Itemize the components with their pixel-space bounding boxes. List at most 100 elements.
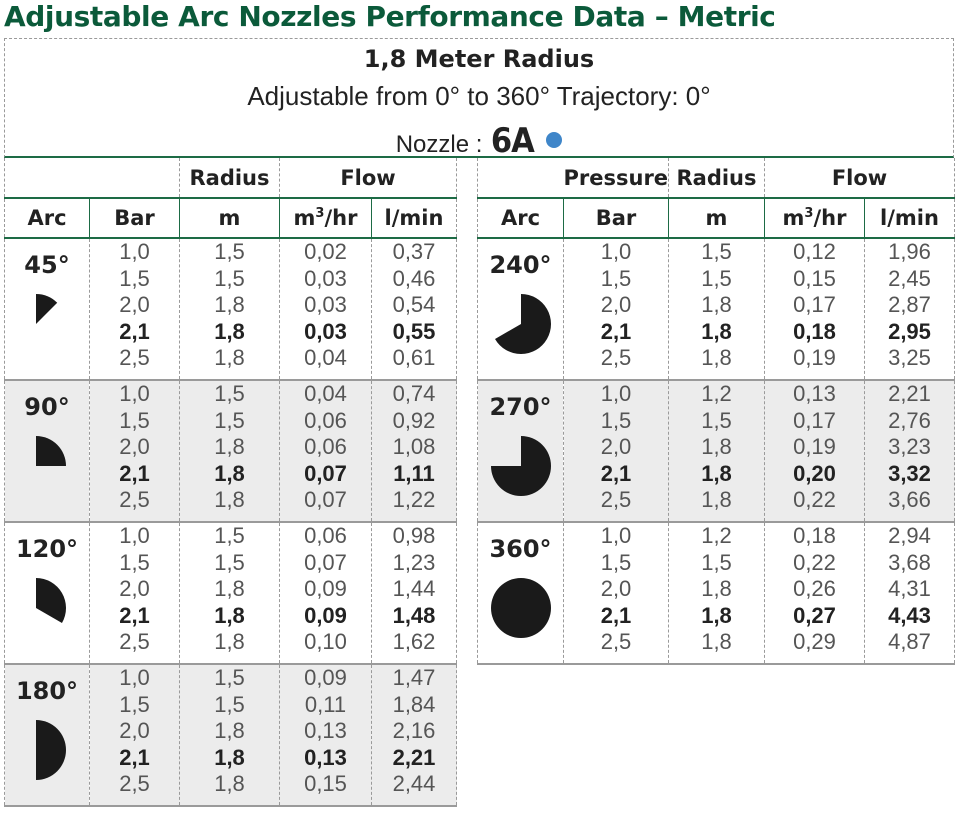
arc-label: 360° <box>489 535 552 563</box>
bar-value: 2,5 <box>600 345 632 370</box>
m3hr-value: 0,02 <box>304 239 347 264</box>
m-header: m <box>179 198 280 239</box>
arc-group-row: 270° 1,0 1,5 2,0 2,1 2,5 1,2 1,5 1,8 1,8 1,8 0,13 0,… <box>477 380 955 523</box>
lmin-value: 1,22 <box>392 487 436 512</box>
m3hr-header: m3/hr <box>764 198 865 239</box>
m-value: 1,5 <box>701 407 732 433</box>
m3hr-value: 0,15 <box>304 771 347 796</box>
m3hr-value: 0,03 <box>304 318 347 344</box>
m-value: 1,8 <box>214 744 245 770</box>
m3hr-value: 0,07 <box>304 549 347 575</box>
right-performance-table: Pressure Radius Flow Arc Bar m m3/hr l/m… <box>477 158 955 665</box>
bar-value: 2,5 <box>600 629 632 654</box>
bar-value: 1,0 <box>600 523 632 548</box>
m3hr-value: 0,18 <box>793 318 836 344</box>
m3hr-value: 0,11 <box>304 691 347 717</box>
m-value: 1,5 <box>214 665 245 690</box>
lmin-value: 4,87 <box>888 629 931 654</box>
bar-value: 2,0 <box>119 292 150 317</box>
lmin-value: 4,43 <box>888 602 931 628</box>
bar-values: 1,0 1,5 2,0 2,1 2,5 <box>563 522 669 665</box>
m3hr-value: 0,18 <box>793 523 836 548</box>
m-value: 1,5 <box>214 407 245 433</box>
bar-value: 1,5 <box>600 549 632 575</box>
nozzle-line: Nozzle : 6A <box>5 121 953 161</box>
bar-values: 1,0 1,5 2,0 2,1 2,5 <box>89 380 180 523</box>
arc-label: 120° <box>15 535 79 563</box>
radius-header: Radius <box>179 158 280 199</box>
bar-values: 1,0 1,5 2,0 2,1 2,5 <box>563 380 669 523</box>
lmin-value: 1,47 <box>392 665 436 690</box>
arc-cell: 45° <box>4 238 90 381</box>
m3hr-value: 0,13 <box>793 381 836 406</box>
bar-value: 2,0 <box>600 292 632 317</box>
arc-header: Arc <box>477 198 564 239</box>
m-value: 1,5 <box>214 523 245 548</box>
m-value: 1,2 <box>701 523 732 548</box>
lmin-value: 1,44 <box>392 576 436 601</box>
m3hr-header: m3/hr <box>279 198 372 239</box>
bar-value: 1,5 <box>119 407 150 433</box>
m-value: 1,8 <box>214 345 245 370</box>
m3hr-value: 0,17 <box>793 407 836 433</box>
m3hr-values: 0,04 0,06 0,06 0,07 0,07 <box>279 380 372 523</box>
lmin-value: 1,84 <box>392 691 436 717</box>
page-title: Adjustable Arc Nozzles Performance Data … <box>4 0 776 33</box>
lmin-value: 2,94 <box>888 523 931 548</box>
bar-value: 1,0 <box>119 381 150 406</box>
bar-value: 1,5 <box>119 691 150 717</box>
m-value: 1,8 <box>214 602 245 628</box>
arc-header: Arc <box>4 198 90 239</box>
lmin-value: 3,23 <box>888 434 931 459</box>
m3hr-value: 0,06 <box>304 407 347 433</box>
m3hr-value: 0,09 <box>304 665 347 690</box>
bar-value: 2,1 <box>600 318 632 344</box>
arc-group-row: 240° 1,0 1,5 2,0 2,1 2,5 1,5 1,5 1,8 1,8 1,8 0,12 0,… <box>477 238 955 381</box>
lmin-value: 2,76 <box>888 407 931 433</box>
lmin-value: 2,21 <box>392 744 436 770</box>
bar-value: 2,0 <box>119 434 150 459</box>
m3hr-value: 0,27 <box>793 602 836 628</box>
m-value: 1,5 <box>214 381 245 406</box>
m3hr-value: 0,07 <box>304 460 347 486</box>
arc-120-icon <box>36 578 66 623</box>
flow-header: Flow <box>279 158 457 199</box>
bar-value: 2,5 <box>119 771 150 796</box>
m-values: 1,5 1,5 1,8 1,8 1,8 <box>668 238 765 381</box>
bar-value: 2,1 <box>119 744 150 770</box>
trajectory-text: Adjustable from 0° to 360° Trajectory: 0… <box>247 81 711 111</box>
bar-value: 1,5 <box>600 407 632 433</box>
m3hr-value: 0,15 <box>793 265 836 291</box>
nozzle-header: 1,8 Meter Radius Adjustable from 0° to 3… <box>4 38 954 161</box>
lmin-values: 0,98 1,23 1,44 1,48 1,62 <box>371 522 457 665</box>
m-value: 1,8 <box>701 292 732 317</box>
m-values: 1,5 1,5 1,8 1,8 1,8 <box>179 522 280 665</box>
m3hr-value: 0,13 <box>304 744 347 770</box>
lmin-values: 0,74 0,92 1,08 1,11 1,22 <box>371 380 457 523</box>
m3hr-values: 0,02 0,03 0,03 0,03 0,04 <box>279 238 372 381</box>
m-value: 1,8 <box>214 629 245 654</box>
m-value: 1,8 <box>214 434 245 459</box>
m3hr-value: 0,29 <box>793 629 836 654</box>
m-header: m <box>668 198 765 239</box>
bar-value: 2,0 <box>119 718 150 743</box>
lmin-header: l/min <box>864 198 955 239</box>
m3hr-value: 0,13 <box>304 718 347 743</box>
m3hr-value: 0,10 <box>304 629 347 654</box>
arc-270-icon <box>490 436 551 496</box>
m-value: 1,8 <box>214 576 245 601</box>
lmin-values: 2,94 3,68 4,31 4,43 4,87 <box>864 522 955 665</box>
lmin-value: 2,95 <box>888 318 931 344</box>
arc-group-row: 120° 1,0 1,5 2,0 2,1 2,5 1,5 1,5 1,8 1,8 1,8 0,06 0,… <box>4 522 457 665</box>
m-value: 1,5 <box>701 239 732 264</box>
bar-value: 2,1 <box>119 460 150 486</box>
lmin-value: 0,74 <box>392 381 436 406</box>
arc-cell: 270° <box>477 380 564 523</box>
arc-cell: 180° <box>4 664 90 807</box>
arc-cell: 120° <box>4 522 90 665</box>
m-value: 1,8 <box>701 487 732 512</box>
lmin-value: 0,37 <box>392 239 436 264</box>
bar-value: 1,0 <box>119 665 150 690</box>
nozzle-color-dot <box>546 132 563 148</box>
m-value: 1,2 <box>701 381 732 406</box>
